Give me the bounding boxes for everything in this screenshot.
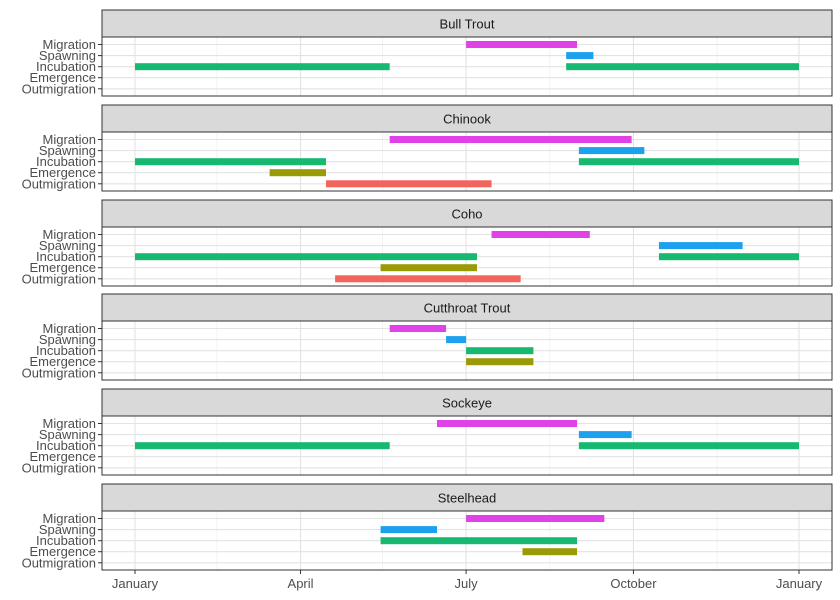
range-bar-emergence — [269, 169, 327, 177]
range-bar-spawning — [380, 526, 437, 534]
panel-border — [101, 320, 833, 381]
y-tick-label: Emergence — [30, 260, 96, 275]
y-tick-label: Incubation — [36, 249, 96, 264]
y-tick-label: Migration — [43, 132, 96, 147]
y-tick-label: Spawning — [39, 48, 96, 63]
range-bar-outmigration — [326, 180, 492, 188]
panel-border — [101, 36, 833, 97]
range-bar-incubation — [466, 347, 534, 355]
range-bar-emergence — [466, 358, 534, 366]
panel-border — [101, 226, 833, 287]
range-bar-emergence — [522, 548, 578, 556]
y-tick-label: Emergence — [30, 354, 96, 369]
range-bar-spawning — [578, 147, 645, 155]
range-bar-emergence — [380, 264, 478, 272]
facet-title: Bull Trout — [440, 17, 495, 32]
y-tick-label: Spawning — [39, 332, 96, 347]
facet-panel: Chinook MigrationSpawningIncubationEmerge… — [22, 104, 833, 192]
facet-strip — [101, 9, 833, 38]
facet-panel: Coho MigrationSpawningIncubationEmergence… — [22, 199, 833, 287]
facet-strip — [101, 388, 833, 417]
range-bar-migration — [491, 231, 590, 238]
y-tick-label: Emergence — [30, 449, 96, 464]
y-tick-label: Incubation — [36, 438, 96, 453]
range-bar-migration — [466, 515, 605, 522]
range-bar-spawning — [578, 431, 632, 439]
range-bar-incubation — [566, 63, 799, 71]
facet-title: Steelhead — [438, 491, 497, 506]
range-bar-migration — [436, 420, 578, 427]
y-tick-label: Incubation — [36, 154, 96, 169]
range-bar-migration — [466, 41, 578, 48]
range-bar-spawning — [566, 52, 594, 60]
range-bar-outmigration — [335, 275, 521, 283]
panel-border — [101, 415, 833, 476]
range-bar-incubation — [658, 253, 799, 261]
panel-border — [101, 510, 833, 571]
y-tick-label: Incubation — [36, 343, 96, 358]
y-tick-label: Emergence — [30, 70, 96, 85]
y-tick-label: Outmigration — [22, 365, 96, 380]
facet-panel: Steelhead MigrationSpawningIncubationEmer… — [22, 483, 833, 571]
range-bar-incubation — [578, 158, 799, 166]
range-bar-spawning — [658, 242, 743, 250]
y-tick-label: Spawning — [39, 143, 96, 158]
range-bar-migration — [389, 136, 632, 143]
y-tick-label: Migration — [43, 416, 96, 431]
y-tick-label: Spawning — [39, 522, 96, 537]
facet-title: Cutthroat Trout — [424, 301, 511, 316]
facet-strip — [101, 199, 833, 228]
y-tick-label: Outmigration — [22, 176, 96, 191]
x-axis: January April July October January — [112, 570, 823, 591]
range-bar-incubation — [135, 158, 327, 166]
y-tick-label: Outmigration — [22, 81, 96, 96]
y-tick-label: Migration — [43, 511, 96, 526]
y-tick-label: Migration — [43, 227, 96, 242]
y-tick-label: Outmigration — [22, 271, 96, 286]
facet-panel: Cutthroat Trout MigrationSpawningIncubati… — [22, 293, 833, 381]
range-bar-spawning — [446, 336, 467, 344]
y-tick-label: Emergence — [30, 544, 96, 559]
y-tick-label: Migration — [43, 37, 96, 52]
y-tick-label: Spawning — [39, 427, 96, 442]
y-tick-label: Migration — [43, 321, 96, 336]
range-bar-incubation — [380, 537, 578, 545]
y-tick-label: Incubation — [36, 59, 96, 74]
x-tick-label: January — [112, 576, 159, 591]
facet-panel: Bull Trout MigrationSpawningIncubationEme… — [22, 9, 833, 97]
facet-strip — [101, 293, 833, 322]
y-tick-label: Outmigration — [22, 555, 96, 570]
y-tick-label: Spawning — [39, 238, 96, 253]
range-bar-incubation — [135, 442, 390, 450]
facet-title: Chinook — [443, 112, 491, 127]
x-tick-label: July — [455, 576, 479, 591]
facet-title: Coho — [451, 207, 482, 222]
range-bar-incubation — [135, 63, 390, 71]
y-tick-label: Emergence — [30, 165, 96, 180]
facet-strip — [101, 483, 833, 512]
x-tick-label: October — [610, 576, 657, 591]
y-tick-label: Incubation — [36, 533, 96, 548]
y-tick-label: Outmigration — [22, 460, 96, 475]
x-tick-label: January — [776, 576, 823, 591]
facet-title: Sockeye — [442, 396, 492, 411]
facet-strip — [101, 104, 833, 133]
range-bar-incubation — [135, 253, 478, 261]
x-tick-label: April — [288, 576, 314, 591]
facet-panel: Sockeye MigrationSpawningIncubationEmerge… — [22, 388, 833, 476]
panel-border — [101, 131, 833, 192]
range-bar-incubation — [578, 442, 799, 450]
range-bar-migration — [389, 325, 447, 332]
